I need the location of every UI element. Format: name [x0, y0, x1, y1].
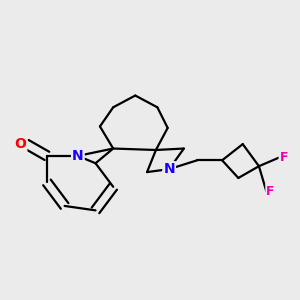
Text: N: N	[72, 149, 84, 163]
Text: N: N	[163, 162, 175, 176]
Text: F: F	[280, 151, 288, 164]
Text: F: F	[266, 185, 275, 198]
Text: O: O	[14, 137, 26, 151]
